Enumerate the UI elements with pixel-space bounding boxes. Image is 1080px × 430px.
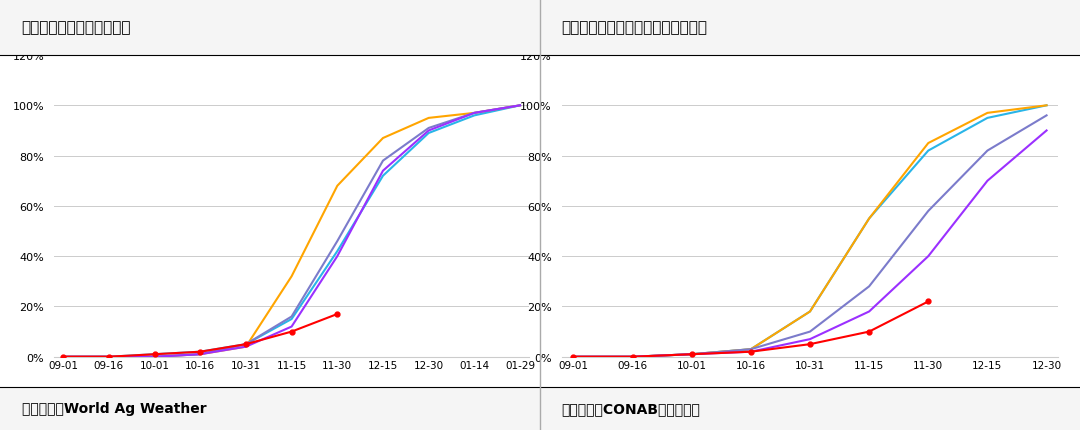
Legend: 2021, 2022, 2023, 2024, 2025: 2021, 2022, 2023, 2024, 2025 [122, 405, 461, 424]
Legend: 2021, 2022, 2023, 2024, 2025: 2021, 2022, 2023, 2024, 2025 [640, 405, 980, 424]
Text: 图：巴西全国大豆播种进度: 图：巴西全国大豆播种进度 [22, 21, 131, 35]
Title: 马托格罗索州: 马托格罗索州 [786, 39, 834, 52]
Text: 图：马托格罗索州大豆播种进度情况: 图：马托格罗索州大豆播种进度情况 [562, 21, 707, 35]
Title: 巴西全国大豆播种进度: 巴西全国大豆播种进度 [252, 39, 332, 52]
Text: 图表来源：World Ag Weather: 图表来源：World Ag Weather [22, 402, 206, 415]
Text: 数据来源：CONAB，国富期货: 数据来源：CONAB，国富期货 [562, 402, 701, 415]
